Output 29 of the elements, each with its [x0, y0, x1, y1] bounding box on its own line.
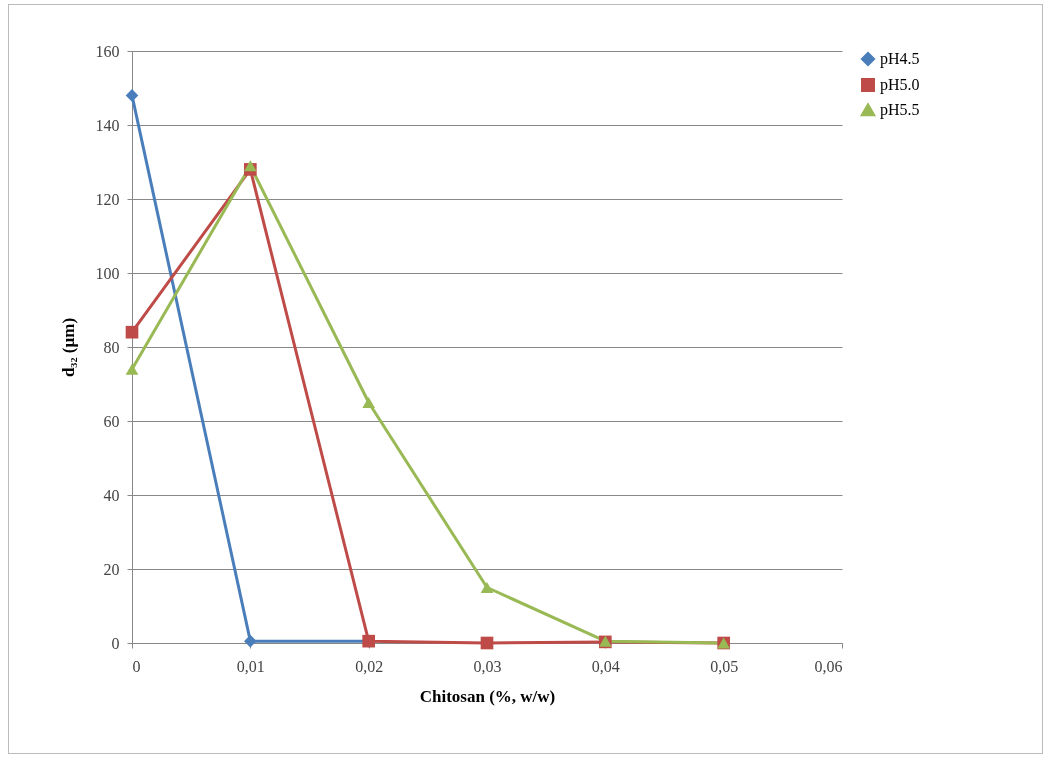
y-tick-label: 140 [95, 116, 120, 134]
point [125, 325, 139, 339]
y-tick-label: 100 [95, 264, 120, 282]
x-tick-label: 0,06 [814, 657, 843, 675]
point [125, 363, 139, 375]
y-axis-title: d₃₂ (µm) [58, 317, 78, 378]
y-tick-label: 160 [95, 42, 120, 60]
x-tick-label: 0,03 [473, 657, 502, 675]
legend-label: pH5.5 [880, 101, 920, 119]
point [480, 636, 494, 650]
point [244, 634, 257, 648]
point [480, 582, 494, 593]
point [362, 397, 375, 408]
point [244, 160, 257, 172]
y-tick-label: 60 [103, 412, 120, 430]
legend-label: pH4.5 [880, 50, 920, 68]
x-tick-label: 0,01 [236, 657, 265, 675]
point [125, 89, 139, 102]
legend-label: pH5.0 [880, 76, 920, 94]
y-tick-label: 120 [95, 190, 120, 208]
y-tick-label: 40 [103, 486, 120, 504]
x-tick-label: 0,04 [591, 657, 620, 675]
y-tick-label: 0 [111, 634, 120, 652]
y-tick-label: 80 [103, 338, 120, 356]
x-axis-title: Chitosan (%, w/w) [419, 686, 556, 706]
y-tick-label: 20 [103, 560, 120, 578]
x-tick-label: 0,05 [710, 657, 739, 675]
x-tick-label: 0,02 [355, 657, 384, 675]
x-tick-label: 0 [132, 657, 141, 675]
